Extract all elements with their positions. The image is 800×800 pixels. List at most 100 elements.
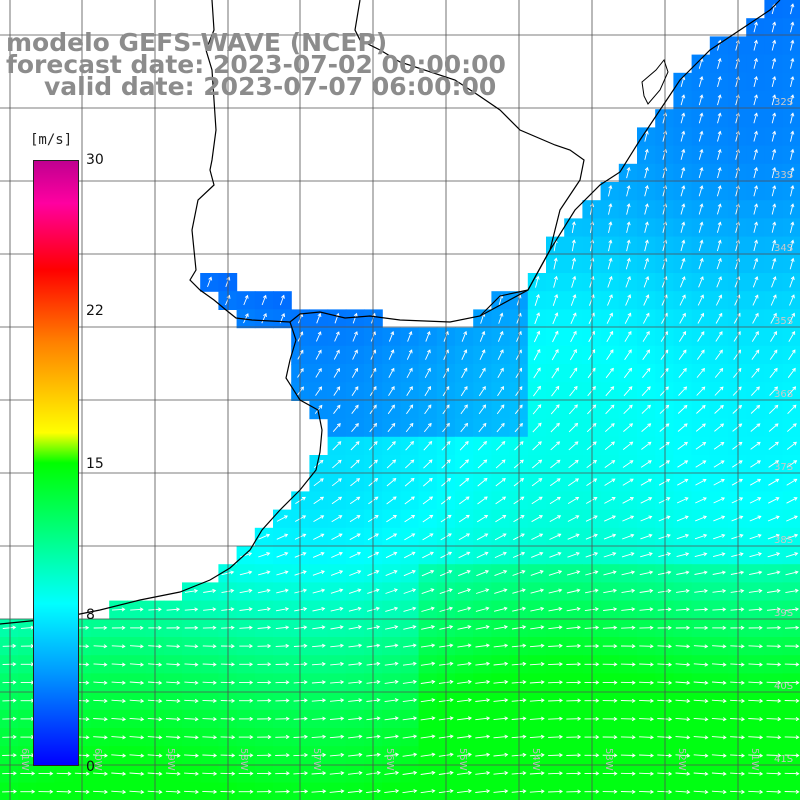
wind-arrow [256,771,272,776]
wind-arrow [129,717,145,722]
wind-arrow [659,460,671,468]
wind-arrow [693,680,709,685]
wind-arrow [607,294,613,306]
wind-arrow [276,552,289,558]
wind-arrow [571,221,576,233]
wind-arrow [551,367,559,379]
wind-arrow [548,789,563,794]
wind-arrow [644,185,649,197]
wind-arrow [567,551,580,558]
wind-arrow [534,293,540,306]
wind-arrow [93,698,108,703]
wind-arrow [406,404,414,415]
wind-arrow [730,570,745,575]
wind-arrow [111,607,126,612]
wind-arrow [642,349,651,360]
wind-arrow [753,203,759,215]
wind-arrow [643,294,650,306]
wind-arrow [657,588,672,593]
wind-arrow [790,185,795,197]
wind-arrow [693,753,709,758]
wind-arrow [2,680,17,685]
wind-arrow [639,607,654,612]
wind-arrow [639,625,654,630]
wind-arrow [713,515,726,522]
wind-vectors [2,3,800,795]
wind-arrow [384,734,399,739]
wind-arrow [2,735,17,739]
wind-arrow [166,698,181,703]
wind-arrow [659,404,670,414]
wind-arrow [38,771,54,776]
wind-arrow [422,496,434,505]
wind-arrow [238,753,254,758]
wind-arrow [457,752,472,757]
wind-arrow [785,552,799,558]
wind-arrow [531,478,543,487]
wind-arrow [257,625,272,630]
wind-arrow [402,752,418,757]
wind-arrow [605,404,615,415]
wind-arrow [766,644,782,649]
wind-arrow [568,441,579,451]
wind-arrow [731,552,744,558]
wind-arrow [679,312,686,324]
wind-arrow [620,717,636,722]
wind-arrow [552,312,559,325]
wind-arrow [387,404,395,415]
wind-arrow [111,698,126,704]
wind-arrow [220,662,235,667]
wind-arrow [475,752,491,757]
wind-arrow [771,221,777,233]
wind-arrow [696,386,706,396]
wind-arrow [129,662,144,667]
wind-arrow [786,515,798,522]
wind-arrow [604,515,616,522]
longitude-label: 55W [457,748,468,771]
wind-arrow [384,752,400,757]
wind-arrow [334,312,340,324]
wind-arrow [640,515,653,522]
wind-arrow [312,625,326,630]
wind-arrow [606,330,614,343]
wind-arrow [184,735,199,740]
wind-arrow [717,130,722,142]
wind-arrow [202,735,218,740]
wind-arrow [553,275,558,288]
wind-arrow [712,588,727,594]
wind-arrow [493,606,508,612]
latitude-label: 39S [774,608,793,619]
wind-arrow [459,477,470,487]
wind-arrow [571,257,577,270]
wind-arrow [659,423,670,432]
wind-arrow [243,313,249,324]
wind-arrow [626,221,631,233]
wind-arrow [220,789,236,794]
wind-arrow [2,625,17,630]
wind-arrow [238,771,254,776]
wind-arrow [238,789,254,794]
wind-arrow [730,644,745,649]
wind-arrow [111,644,126,649]
wind-arrow [608,184,613,197]
wind-arrow [767,533,780,540]
wind-arrow [529,661,545,667]
latitude-label: 32S [774,97,793,108]
wind-arrow [459,496,470,505]
colorbar-tick-22: 22 [86,303,104,319]
wind-arrow [257,735,272,740]
wind-arrow [585,496,598,504]
wind-arrow [732,441,743,450]
wind-arrow [662,257,668,270]
wind-arrow [698,257,704,270]
wind-arrow [532,441,542,451]
wind-arrow [767,588,781,593]
wind-arrow [478,422,487,433]
wind-arrow [461,330,468,342]
wind-arrow [313,496,325,505]
wind-arrow [385,570,398,577]
wind-arrow [238,735,254,740]
wind-arrow [784,625,800,630]
wind-arrow [406,386,413,397]
wind-arrow [570,312,577,324]
